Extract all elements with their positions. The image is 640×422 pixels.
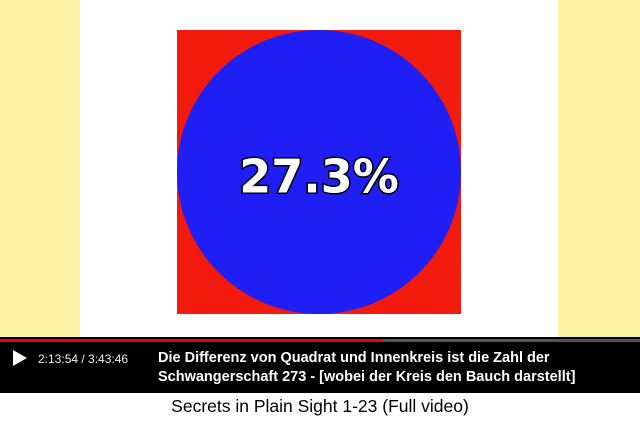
- caption-line: Die Differenz von Quadrat und Innenkreis…: [158, 350, 550, 366]
- progress-played: [0, 339, 383, 342]
- circle: [177, 30, 461, 314]
- caption-line: Schwangerschaft 273 - [wobei der Kreis d…: [158, 369, 576, 385]
- player-bar: [0, 337, 640, 393]
- overlay-text: 27.3%: [239, 150, 399, 204]
- video-title: Secrets in Plain Sight 1-23 (Full video): [171, 396, 469, 416]
- time-display: 2:13:54 / 3:43:46: [38, 352, 128, 366]
- play-button[interactable]: [13, 350, 27, 366]
